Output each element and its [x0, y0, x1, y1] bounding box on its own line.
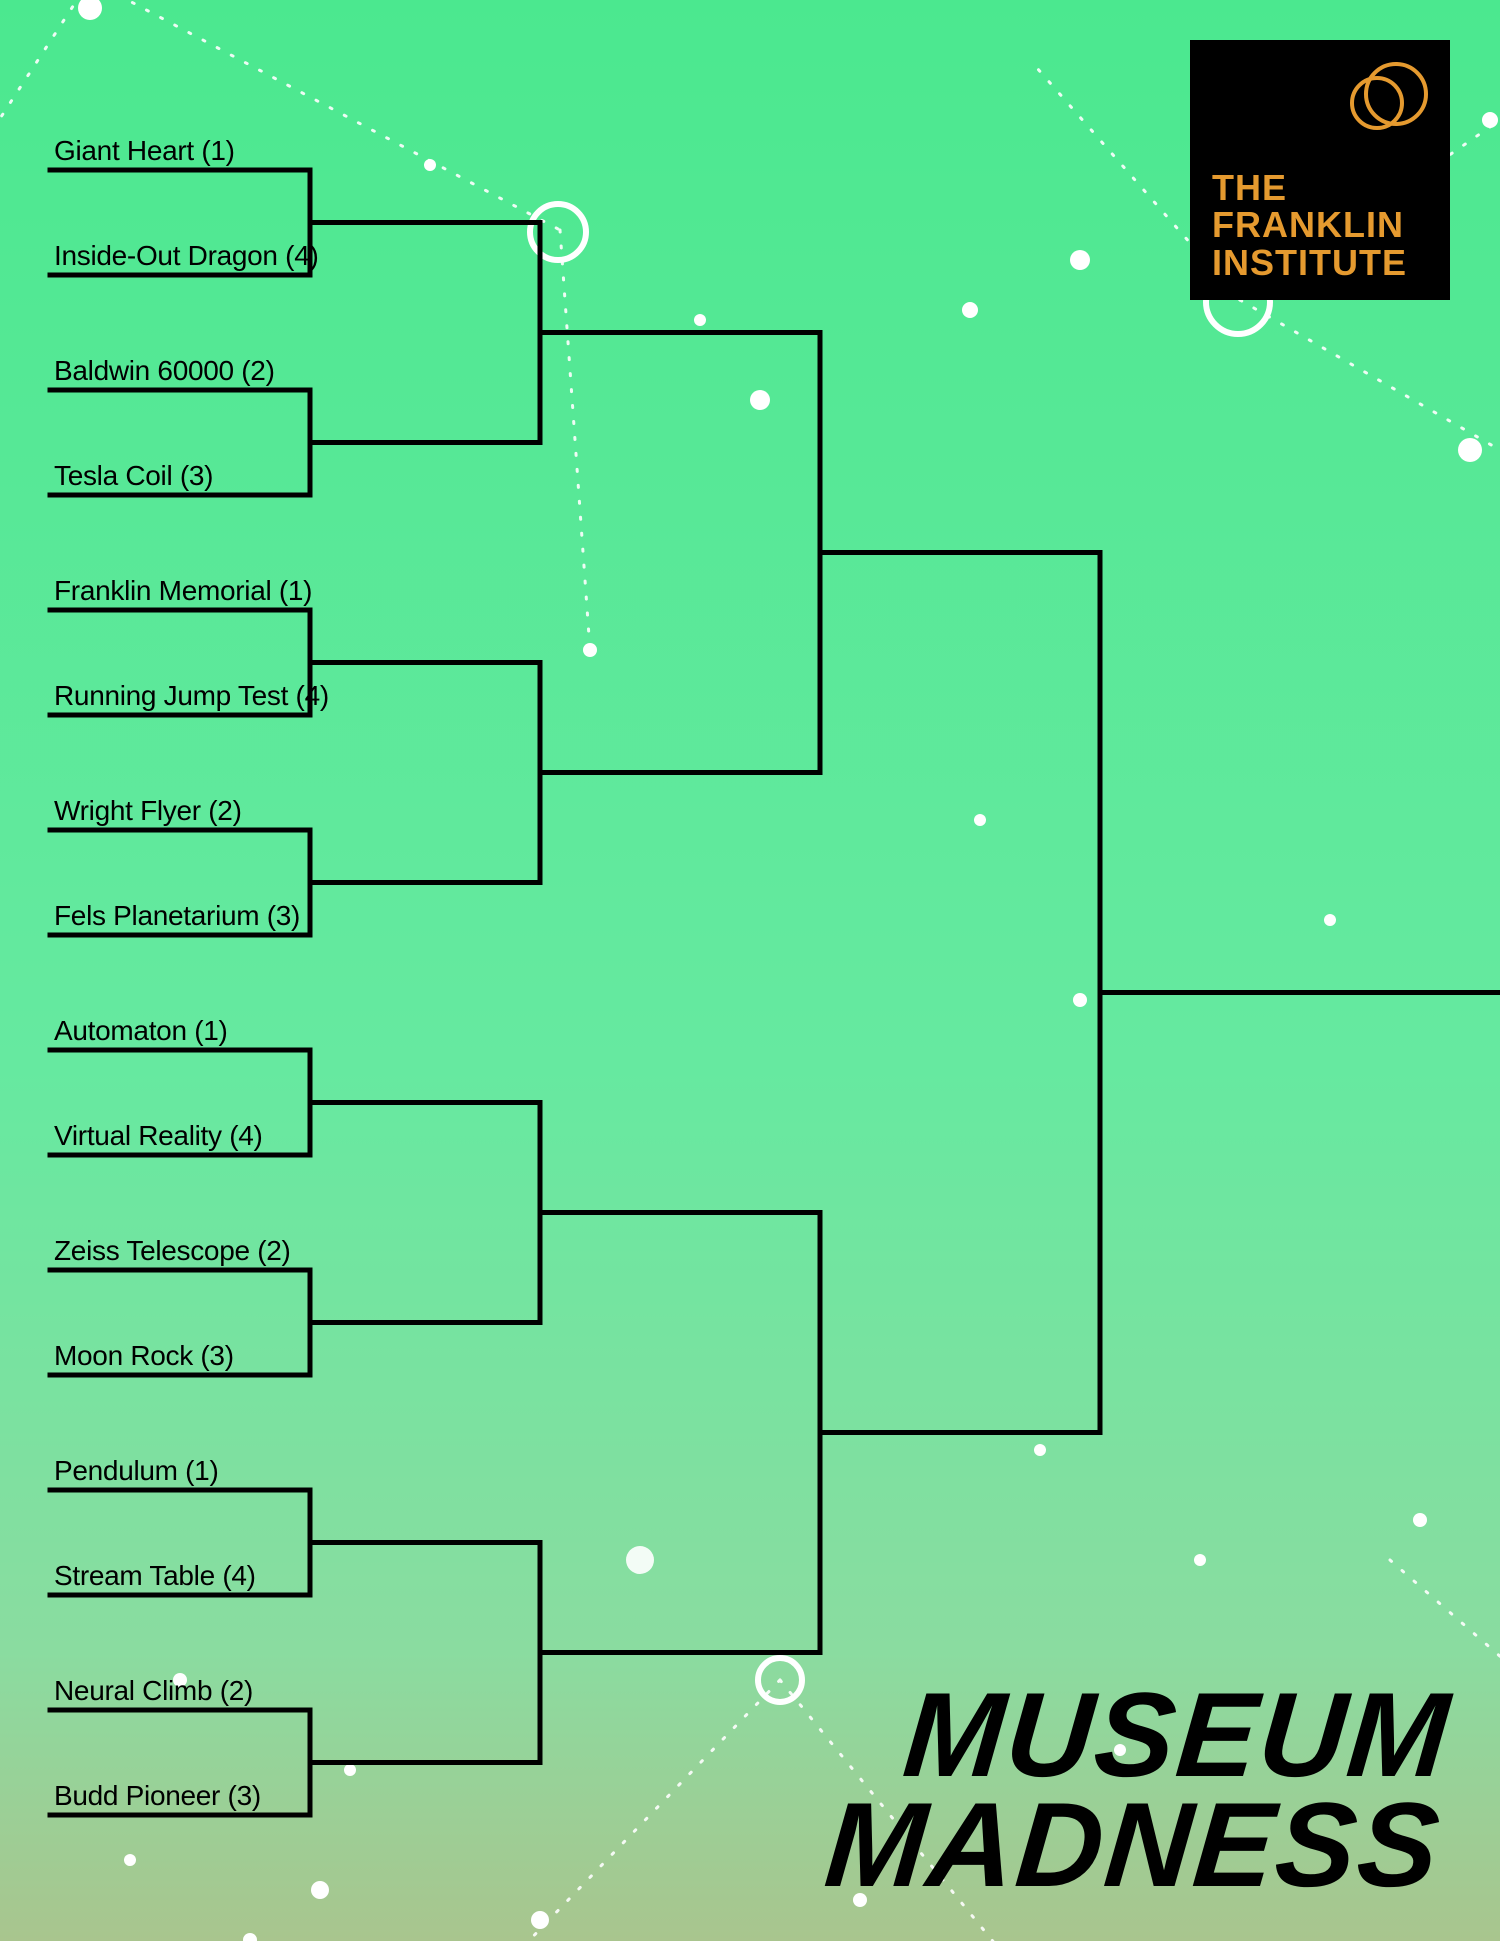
- title-line-2: MADNESS: [821, 1791, 1445, 1901]
- bracket-slot: Fels Planetarium (3): [54, 900, 300, 932]
- bracket-slot: Virtual Reality (4): [54, 1120, 263, 1152]
- bracket-slot: Baldwin 60000 (2): [54, 355, 275, 387]
- bracket-slot: Stream Table (4): [54, 1560, 256, 1592]
- bracket-slot: Running Jump Test (4): [54, 680, 329, 712]
- franklin-institute-logo: THE FRANKLIN INSTITUTE: [1190, 40, 1450, 300]
- bracket-slot: Zeiss Telescope (2): [54, 1235, 291, 1267]
- bracket-slot: Budd Pioneer (3): [54, 1780, 261, 1812]
- logo-line-the: THE: [1212, 169, 1428, 207]
- bracket-slot: Neural Climb (2): [54, 1675, 253, 1707]
- title: MUSEUM MADNESS: [821, 1680, 1454, 1901]
- title-line-1: MUSEUM: [831, 1680, 1455, 1790]
- logo-line-institute: INSTITUTE: [1212, 244, 1428, 282]
- bracket-slot: Pendulum (1): [54, 1455, 218, 1487]
- bracket-slot: Inside-Out Dragon (4): [54, 240, 319, 272]
- logo-rings-icon: [1328, 62, 1428, 132]
- logo-line-franklin: FRANKLIN: [1212, 206, 1428, 244]
- logo-text: THE FRANKLIN INSTITUTE: [1212, 169, 1428, 282]
- bracket-slot: Tesla Coil (3): [54, 460, 213, 492]
- bracket-slot: Wright Flyer (2): [54, 795, 242, 827]
- bracket-slot: Giant Heart (1): [54, 135, 235, 167]
- bracket-slot: Automaton (1): [54, 1015, 228, 1047]
- bracket-slot: Moon Rock (3): [54, 1340, 234, 1372]
- bracket-slot: Franklin Memorial (1): [54, 575, 312, 607]
